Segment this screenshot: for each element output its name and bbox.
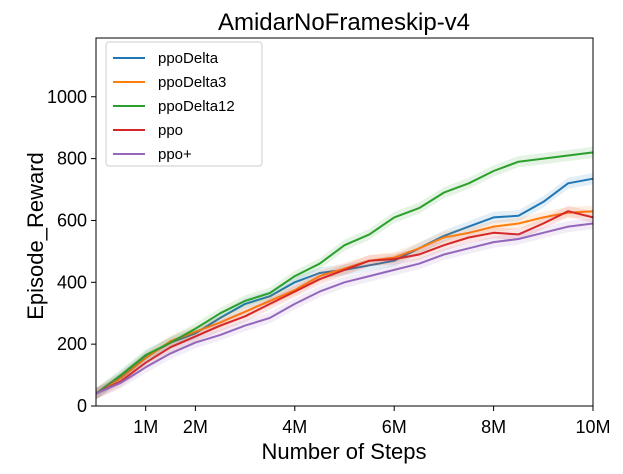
- legend-label-ppodelta: ppoDelta: [158, 50, 219, 67]
- x-axis-label: Number of Steps: [261, 439, 426, 464]
- legend-label-ppodelta12: ppoDelta12: [158, 98, 235, 115]
- legend-label-ppodelta3: ppoDelta3: [158, 74, 226, 91]
- series-line-ppo: [95, 210, 594, 395]
- series-layer: [95, 146, 594, 400]
- y-tick-label: 600: [57, 210, 87, 230]
- y-tick-label: 800: [57, 149, 87, 169]
- legend: ppoDelta ppoDelta3 ppoDelta12 ppo ppo+: [105, 41, 263, 167]
- series-band-ppo-: [96, 218, 593, 400]
- x-tick-label: 4M: [282, 417, 307, 437]
- y-axis-label: Episode_Reward: [23, 152, 48, 320]
- legend-box: [105, 41, 263, 167]
- y-tick-label: 1000: [47, 87, 87, 107]
- ticks-layer: 1M 2M 4M 6M 8M 10M 0 200 400 600 800 1000: [47, 87, 611, 437]
- x-tick-label: 8M: [481, 417, 506, 437]
- legend-label-ppo: ppo: [158, 122, 183, 139]
- x-tick-label: 10M: [575, 417, 610, 437]
- x-tick-label: 1M: [133, 417, 158, 437]
- legend-label-ppo-: ppo+: [158, 146, 192, 163]
- plot-frame: [95, 37, 594, 407]
- series-line-ppo-: [95, 222, 594, 395]
- chart-title: AmidarNoFrameskip-v4: [218, 9, 470, 36]
- y-tick-label: 400: [57, 272, 87, 292]
- y-tick-label: 0: [77, 396, 87, 416]
- series-line-ppodelta12: [95, 151, 594, 395]
- y-tick-label: 200: [57, 334, 87, 354]
- series-band-ppo: [96, 205, 593, 400]
- x-tick-label: 6M: [382, 417, 407, 437]
- x-tick-label: 2M: [183, 417, 208, 437]
- series-band-ppodelta: [96, 173, 593, 400]
